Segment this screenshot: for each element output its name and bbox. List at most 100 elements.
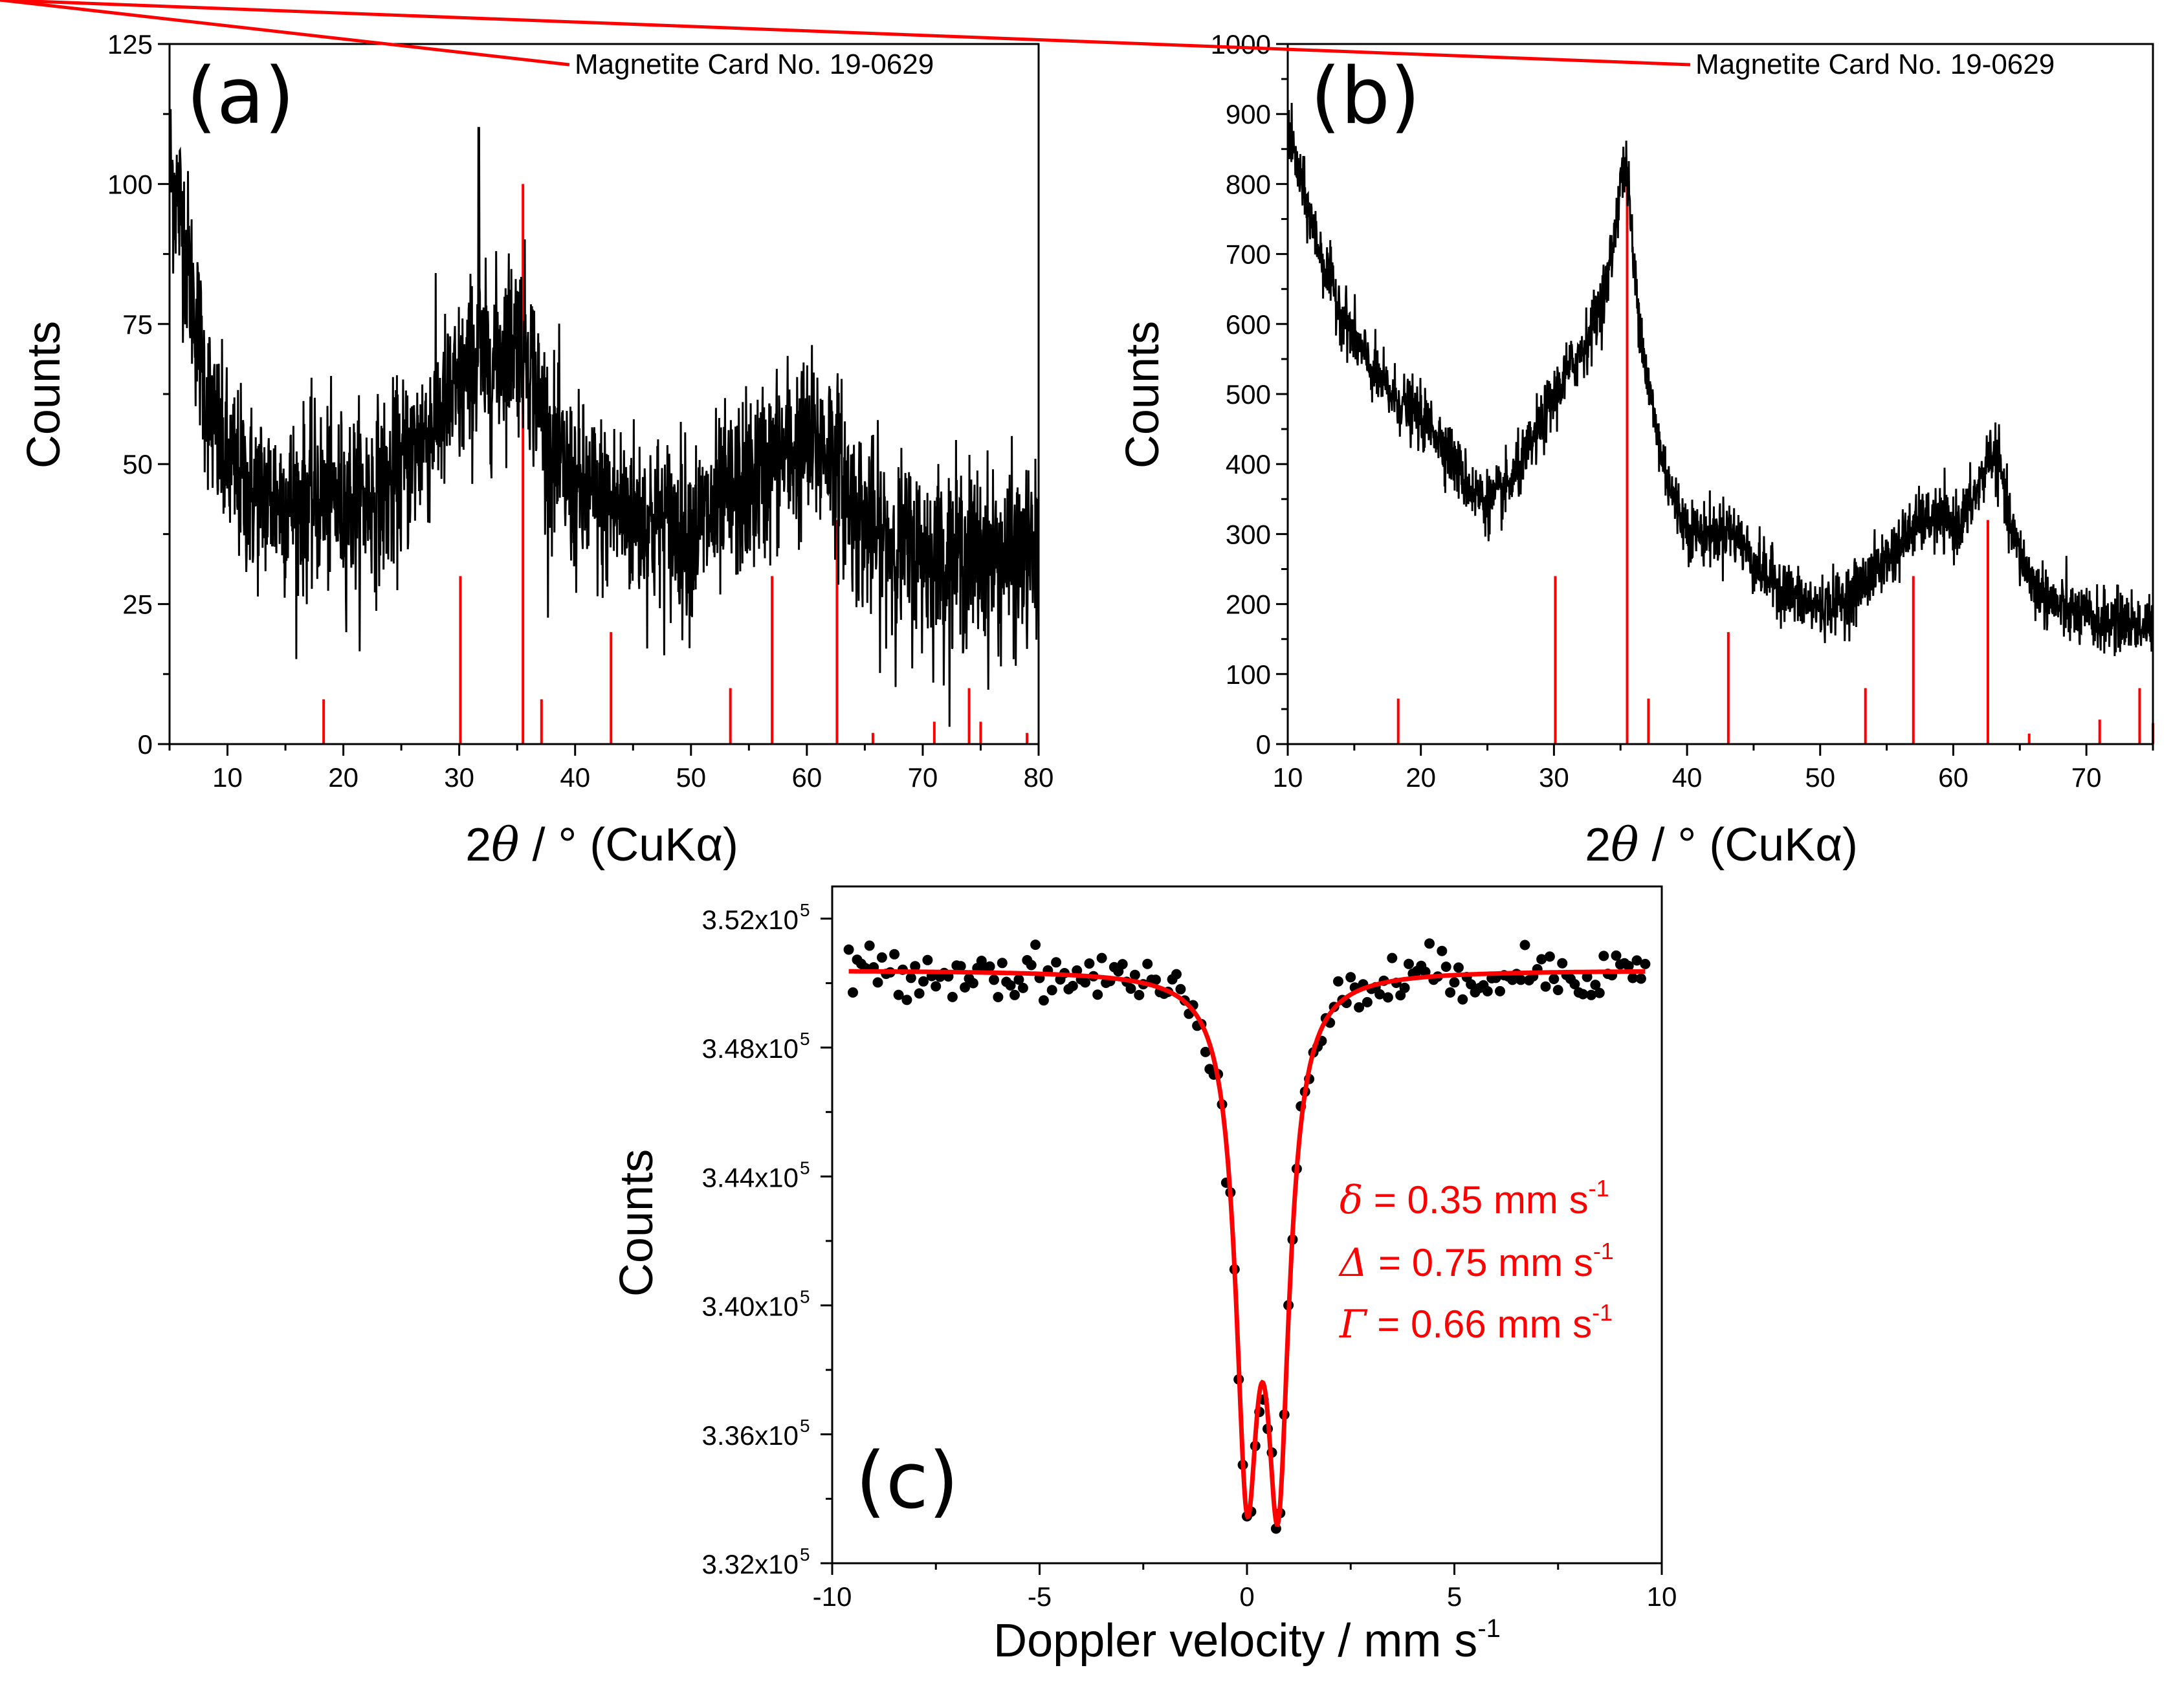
a-xtick-label: 50	[676, 762, 706, 793]
b-legend-label: Magnetite Card No. 19-0629	[1695, 49, 2055, 80]
c-data-point	[1013, 974, 1024, 985]
a-ytick-label: 75	[122, 309, 153, 340]
a-ytick-label: 125	[107, 29, 153, 60]
a-xlabel: 2θ / ° (CuKα)	[465, 817, 738, 872]
b-panel-label: (b)	[1310, 52, 1420, 142]
b-ytick-label: 0	[1256, 729, 1271, 760]
b-xtick-label: 60	[1938, 762, 1969, 793]
c-data-point	[918, 976, 929, 987]
a-reference-lines	[322, 184, 1029, 744]
c-ytick-label: 3.40x10	[702, 1291, 799, 1322]
b-ytick-label: 700	[1226, 239, 1271, 270]
c-xtick-label: 5	[1447, 1581, 1462, 1612]
c-xtick-label: -10	[813, 1581, 852, 1612]
a-xtick-label: 40	[560, 762, 590, 793]
a-axes-frame	[168, 43, 1040, 745]
c-xlabel-text: Doppler velocity / mm s	[993, 1615, 1477, 1667]
b-legend-swatch	[0, 0, 1691, 67]
c-xtick-label: -5	[1028, 1581, 1052, 1612]
c-data-point	[1420, 967, 1431, 977]
c-data-point	[914, 988, 925, 999]
c-data-point	[1623, 960, 1634, 971]
c-data-point	[905, 972, 916, 983]
c-data-point	[1557, 958, 1568, 969]
c-data-point	[1129, 969, 1140, 980]
c-data-point	[1437, 945, 1448, 956]
c-data-point	[1549, 974, 1560, 984]
c-data-point	[1382, 992, 1393, 1003]
c-data-point	[1084, 958, 1095, 969]
c-ytick-exponent: 5	[800, 1158, 810, 1178]
b-ytick-label: 500	[1226, 379, 1271, 410]
c-data-point	[1582, 971, 1593, 982]
c-data-point	[1134, 989, 1145, 1000]
c-anno-linewidth-sup: -1	[1592, 1299, 1613, 1326]
b-ytick-label: 200	[1226, 589, 1271, 620]
a-legend-label: Magnetite Card No. 19-0629	[575, 49, 934, 80]
b-xtick-label: 40	[1672, 762, 1703, 793]
c-anno-quadrupole-sup: -1	[1593, 1238, 1614, 1264]
c-data-point	[1354, 1002, 1365, 1013]
c-data-point	[893, 989, 904, 1000]
c-xlabel-sup: -1	[1477, 1614, 1501, 1643]
c-data-point	[976, 956, 987, 966]
c-data-point	[1536, 954, 1547, 965]
c-ytick-exponent: 5	[800, 1287, 810, 1307]
a-ylabel: Counts	[18, 321, 70, 468]
c-data-point	[1445, 987, 1456, 998]
c-data-point	[931, 981, 942, 992]
c-data-point	[993, 992, 1004, 1002]
a-xtick-label: 80	[1024, 762, 1054, 793]
c-anno-delta-sup: -1	[1589, 1175, 1609, 1202]
c-anno-delta: δ = 0.35 mm s-1	[1340, 1175, 1609, 1223]
c-data-point	[1080, 977, 1090, 988]
c-ytick-label: 3.44x10	[702, 1162, 799, 1192]
a-xlabel-suffix: / ° (CuKα)	[519, 819, 738, 871]
c-data-point	[1362, 996, 1373, 1007]
c-data-point	[901, 994, 912, 1005]
b-xlabel-symbol: θ	[1611, 817, 1638, 872]
c-data-point	[876, 952, 887, 963]
c-panel-label: (c)	[855, 1436, 959, 1526]
c-anno-linewidth: Γ = 0.66 mm s-1	[1339, 1299, 1613, 1347]
c-data-point	[947, 991, 958, 1002]
c-data-point	[1345, 972, 1356, 983]
b-ytick-label: 600	[1226, 309, 1271, 340]
c-data-points	[843, 938, 1651, 1534]
c-data-point	[1399, 982, 1410, 993]
c-data-point	[922, 954, 933, 965]
c-axes-frame	[831, 885, 1663, 1565]
c-data-point	[889, 949, 900, 960]
c-data-point	[1594, 987, 1605, 998]
b-ytick-label: 400	[1226, 449, 1271, 479]
panel-a: 10 20 30 40 50 60 70 80 0 25 50 75 100 125 (a) Magnet…	[0, 0, 1053, 872]
b-xlabel: 2θ / ° (CuKα)	[1585, 817, 1858, 872]
c-data-point	[1640, 958, 1651, 969]
c-data-point	[960, 982, 971, 993]
c-data-point	[1466, 979, 1477, 990]
c-data-point	[1374, 989, 1385, 1000]
b-ytick-label: 900	[1226, 99, 1271, 129]
c-data-point	[1440, 961, 1451, 972]
c-data-point	[1067, 980, 1078, 991]
a-xrd-trace	[168, 109, 1040, 727]
a-xtick-label: 70	[908, 762, 938, 793]
c-ticks: -10 -5 0 5 103.32x10 53.36x10 53.40x10 53.44x10…	[702, 900, 1677, 1612]
c-data-point	[1005, 980, 1016, 991]
c-data-point	[1590, 980, 1601, 991]
c-data-point	[1092, 989, 1103, 1000]
b-xlabel-suffix: / ° (CuKα)	[1638, 819, 1857, 871]
c-data-point	[1540, 981, 1551, 992]
c-data-point	[1151, 974, 1161, 985]
c-data-point	[864, 940, 875, 951]
b-xtick-label: 30	[1539, 762, 1569, 793]
c-data-point	[1635, 973, 1646, 984]
b-xrd-trace	[1286, 102, 2154, 657]
c-anno-quadrupole-text: = 0.75 mm s	[1367, 1241, 1593, 1284]
c-data-point	[1578, 989, 1589, 1000]
panel-b: 10 20 30 40 50 60 7001002003004005006007008009…	[0, 0, 2154, 872]
a-ytick-label: 25	[122, 589, 153, 620]
c-data-point	[1457, 994, 1468, 1005]
a-ytick-label: 50	[122, 449, 153, 479]
